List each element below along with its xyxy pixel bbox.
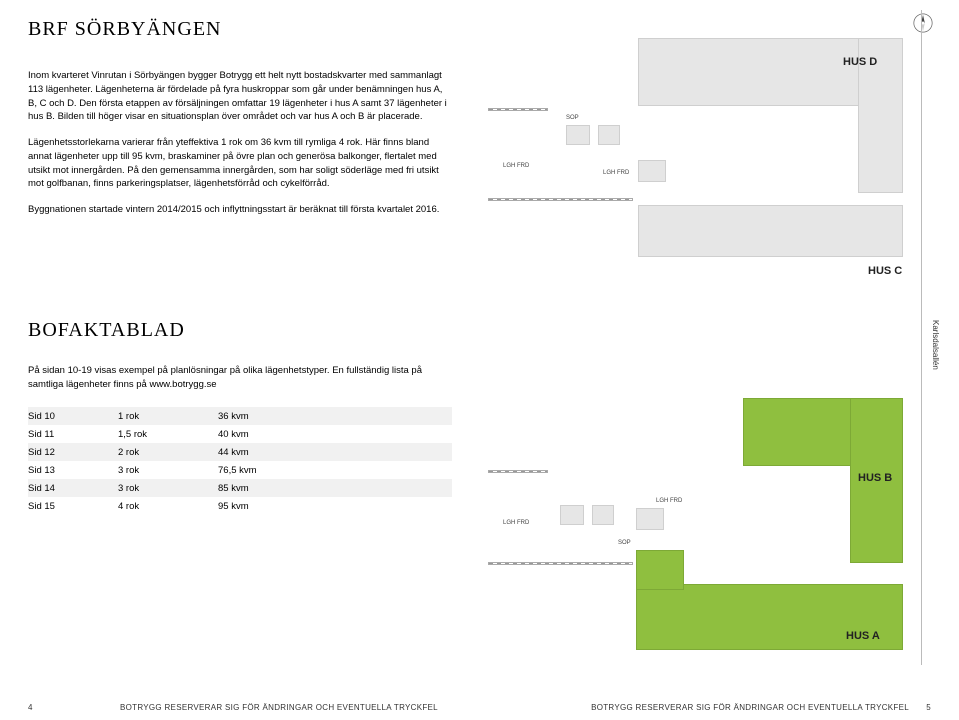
scale-ruler [488, 108, 548, 111]
site-plan: HUS D HUS C SOP LGH FRD LGH FRD HUS B HU… [488, 10, 934, 670]
street-label: Karlsdalsallén [931, 320, 940, 370]
scale-ruler [488, 562, 633, 565]
table-row: Sid 11 1,5 rok 40 kvm [28, 425, 452, 443]
label-hus-c: HUS C [868, 265, 902, 277]
cell-sid: Sid 11 [28, 429, 118, 440]
aux-building [636, 508, 664, 530]
cell-kvm: 85 kvm [218, 483, 308, 494]
cell-sid: Sid 12 [28, 447, 118, 458]
compass-icon [912, 12, 934, 34]
cell-kvm: 76,5 kvm [218, 465, 308, 476]
label-lgh-frd: LGH FRD [503, 520, 529, 526]
footer-disclaimer-left: BOTRYGG RESERVERAR SIG FÖR ÄNDRINGAR OCH… [120, 703, 438, 712]
cell-rok: 3 rok [118, 483, 218, 494]
aux-building [560, 505, 584, 525]
road-line [921, 10, 922, 665]
label-hus-d: HUS D [843, 56, 877, 68]
label-lgh-frd: LGH FRD [656, 498, 682, 504]
apartment-table: Sid 10 1 rok 36 kvm Sid 11 1,5 rok 40 kv… [28, 407, 452, 515]
table-row: Sid 10 1 rok 36 kvm [28, 407, 452, 425]
aux-building [592, 505, 614, 525]
cell-rok: 1 rok [118, 411, 218, 422]
cell-sid: Sid 13 [28, 465, 118, 476]
cell-rok: 3 rok [118, 465, 218, 476]
aux-building [638, 160, 666, 182]
table-row: Sid 13 3 rok 76,5 kvm [28, 461, 452, 479]
scale-ruler [488, 198, 633, 201]
aux-building [598, 125, 620, 145]
cell-sid: Sid 10 [28, 411, 118, 422]
aux-building [566, 125, 590, 145]
cell-sid: Sid 15 [28, 501, 118, 512]
section-title: BOFAKTABLAD [28, 319, 452, 342]
table-row: Sid 14 3 rok 85 kvm [28, 479, 452, 497]
label-lgh-frd: LGH FRD [503, 163, 529, 169]
footer-disclaimer-right: BOTRYGG RESERVERAR SIG FÖR ÄNDRINGAR OCH… [591, 703, 909, 712]
scale-ruler [488, 470, 548, 473]
building-a-wing [636, 550, 684, 590]
cell-kvm: 44 kvm [218, 447, 308, 458]
cell-rok: 2 rok [118, 447, 218, 458]
label-sop: SOP [566, 115, 579, 121]
table-row: Sid 15 4 rok 95 kvm [28, 497, 452, 515]
page-number-right: 5 [926, 703, 931, 712]
table-row: Sid 12 2 rok 44 kvm [28, 443, 452, 461]
label-sop: SOP [618, 540, 631, 546]
cell-kvm: 36 kvm [218, 411, 308, 422]
table-intro: På sidan 10-19 visas exempel på planlösn… [28, 364, 452, 392]
left-page: BRF SÖRBYÄNGEN Inom kvarteret Vinrutan i… [0, 0, 480, 720]
intro-paragraph-2: Lägenhetsstorlekarna varierar från yteff… [28, 136, 452, 191]
intro-paragraph-1: Inom kvarteret Vinrutan i Sörbyängen byg… [28, 69, 452, 124]
label-lgh-frd: LGH FRD [603, 170, 629, 176]
cell-rok: 4 rok [118, 501, 218, 512]
cell-kvm: 95 kvm [218, 501, 308, 512]
page-number-left: 4 [28, 703, 33, 712]
main-title: BRF SÖRBYÄNGEN [28, 18, 452, 41]
cell-kvm: 40 kvm [218, 429, 308, 440]
building-c [638, 205, 903, 257]
cell-sid: Sid 14 [28, 483, 118, 494]
cell-rok: 1,5 rok [118, 429, 218, 440]
label-hus-b: HUS B [858, 472, 892, 484]
intro-paragraph-3: Byggnationen startade vintern 2014/2015 … [28, 203, 452, 217]
label-hus-a: HUS A [846, 630, 880, 642]
right-page: HUS D HUS C SOP LGH FRD LGH FRD HUS B HU… [480, 0, 959, 720]
